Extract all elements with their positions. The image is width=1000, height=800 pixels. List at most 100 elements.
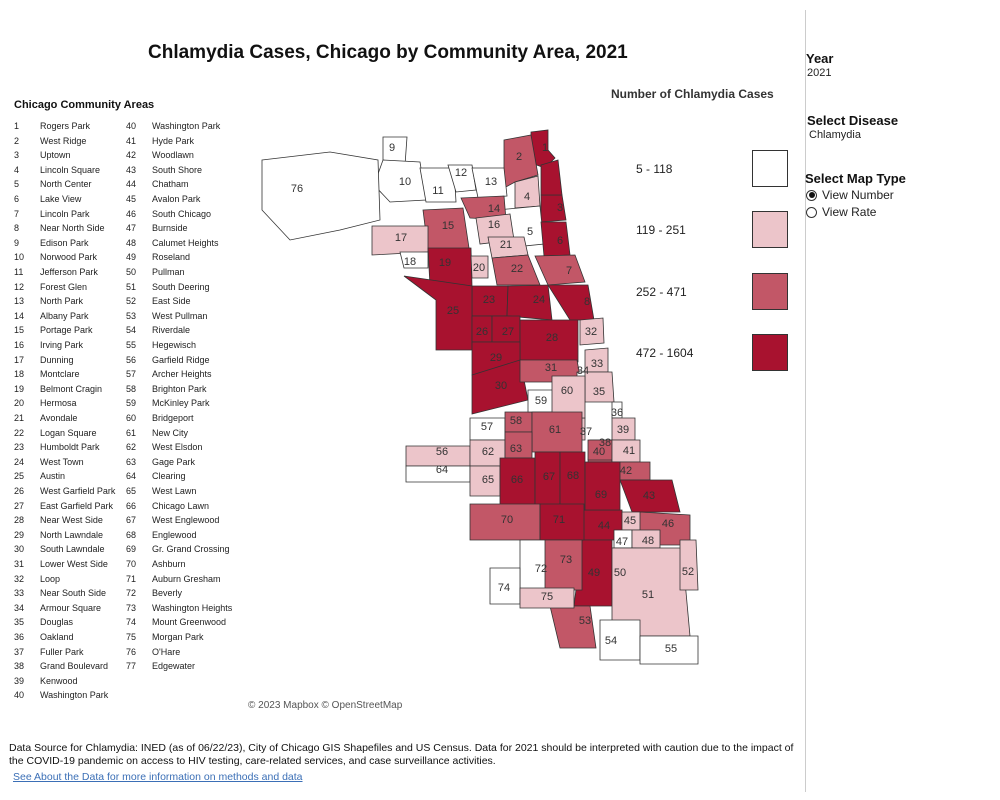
area-list-name: Forest Glen [40,281,88,292]
area-number-label: 42 [620,465,632,477]
area-list-row: 16 Irving Park [14,339,83,351]
area-list-row: 63 Gage Park [126,456,195,468]
community-area-69[interactable] [584,461,621,511]
area-list-row: 75 Morgan Park [126,631,204,643]
area-list-name: Washington Park [40,690,109,701]
area-list-row: 44 Chatham [126,178,189,190]
community-area-43[interactable] [619,479,681,513]
area-number-label: 25 [447,305,459,317]
year-value[interactable]: 2021 [807,67,832,79]
area-list-number: 36 [14,632,25,642]
community-area-73[interactable] [544,539,583,591]
community-area-20[interactable] [470,255,489,279]
area-list-number: 9 [14,237,20,248]
community-area-25[interactable] [403,275,473,351]
area-list-number: 21 [14,413,25,423]
community-area-77[interactable] [540,159,563,196]
area-number-label: 44 [598,520,610,532]
area-list-row: 12 Forest Glen [14,281,87,293]
area-list-number: 63 [126,456,137,467]
area-list-number: 35 [14,617,25,628]
area-list-number: 32 [14,573,25,584]
community-area-53[interactable] [549,605,597,649]
area-number-label: 68 [567,470,579,482]
disease-value[interactable]: Chlamydia [809,129,861,141]
view-number-radio[interactable]: View Number [806,188,894,202]
legend-bin-label: 5 - 118 [636,162,673,176]
area-list-row: 4 Lincoln Square [14,164,100,176]
area-list-name: Uptown [40,150,71,161]
area-list-row: 11 Jefferson Park [14,266,98,278]
area-list-row: 53 West Pullman [126,310,207,322]
area-list-name: Hegewisch [152,340,197,350]
area-list-number: 54 [126,325,137,336]
community-area-55[interactable] [639,635,699,665]
area-list-row: 33 Near South Side [14,587,106,599]
area-list-name: Chicago Lawn [152,500,210,511]
area-list-name: West Ridge [40,135,87,146]
community-area-75[interactable] [519,587,575,609]
area-list-number: 13 [14,296,25,307]
area-list-number: 12 [14,281,25,292]
community-area-32[interactable] [579,317,605,346]
area-list-name: Armour Square [40,602,102,613]
area-list-number: 8 [14,223,20,234]
area-list-name: Beverly [152,588,183,599]
community-area-24[interactable] [506,284,553,321]
community-area-52[interactable] [679,539,699,591]
community-area-6[interactable] [540,221,571,257]
area-list-number: 33 [14,588,25,599]
community-area-76[interactable] [261,151,381,241]
area-list-number: 1 [14,121,20,131]
area-number-label: 63 [510,443,522,455]
area-list-number: 40 [14,690,25,701]
area-list-name: Burnside [152,223,188,234]
area-list-number: 30 [14,544,25,555]
area-number-label: 26 [476,326,488,338]
community-area-60[interactable] [551,375,586,419]
area-number-label: 52 [682,566,694,578]
area-list-row: 35 Douglas [14,616,73,628]
area-list-number: 77 [126,661,137,672]
area-number-label: 50 [614,567,626,579]
community-area-18[interactable] [399,251,429,269]
area-list-row: 59 McKinley Park [126,397,210,409]
area-number-label: 51 [642,589,654,601]
area-list-row: 25 Austin [14,470,65,482]
area-number-label: 7 [566,265,572,277]
legend-title: Number of Chlamydia Cases [611,87,774,101]
area-list-number: 15 [14,325,25,336]
area-list-number: 5 [14,179,20,190]
legend-bin-label: 252 - 471 [636,285,687,299]
area-list-row: 45 Avalon Park [126,193,200,205]
area-list-number: 29 [14,529,25,540]
area-list-number: 47 [126,223,137,234]
area-list-row: 34 Armour Square [14,602,101,614]
area-list-name: South Shore [152,164,203,175]
area-list-name: Ashburn [152,559,186,569]
about-data-link[interactable]: See About the Data for more information … [13,771,303,783]
radio-unselected-icon[interactable] [806,206,817,218]
community-area-7[interactable] [534,254,586,286]
area-list-number: 65 [126,486,137,496]
area-list-name: Morgan Park [152,632,204,642]
view-rate-radio[interactable]: View Rate [806,205,876,219]
area-number-label: 72 [535,563,547,575]
area-list-row: 47 Burnside [126,222,188,234]
area-list-name: West Englewood [152,515,220,526]
area-list-number: 59 [126,398,137,409]
community-area-13[interactable] [471,167,508,199]
area-list-name: South Lawndale [40,544,105,555]
area-list-row: 61 New City [126,427,188,439]
area-list-row: 62 West Elsdon [126,441,202,453]
area-list-name: North Lawndale [40,529,104,540]
map-attribution[interactable]: © 2023 Mapbox © OpenStreetMap [248,700,403,711]
area-list-number: 31 [14,559,25,569]
area-list-number: 3 [14,150,20,161]
community-area-71[interactable] [539,503,585,541]
area-list-name: Logan Square [40,427,97,438]
area-list-row: 49 Roseland [126,251,190,263]
community-area-11[interactable] [419,167,457,203]
radio-selected-icon[interactable] [806,189,817,201]
